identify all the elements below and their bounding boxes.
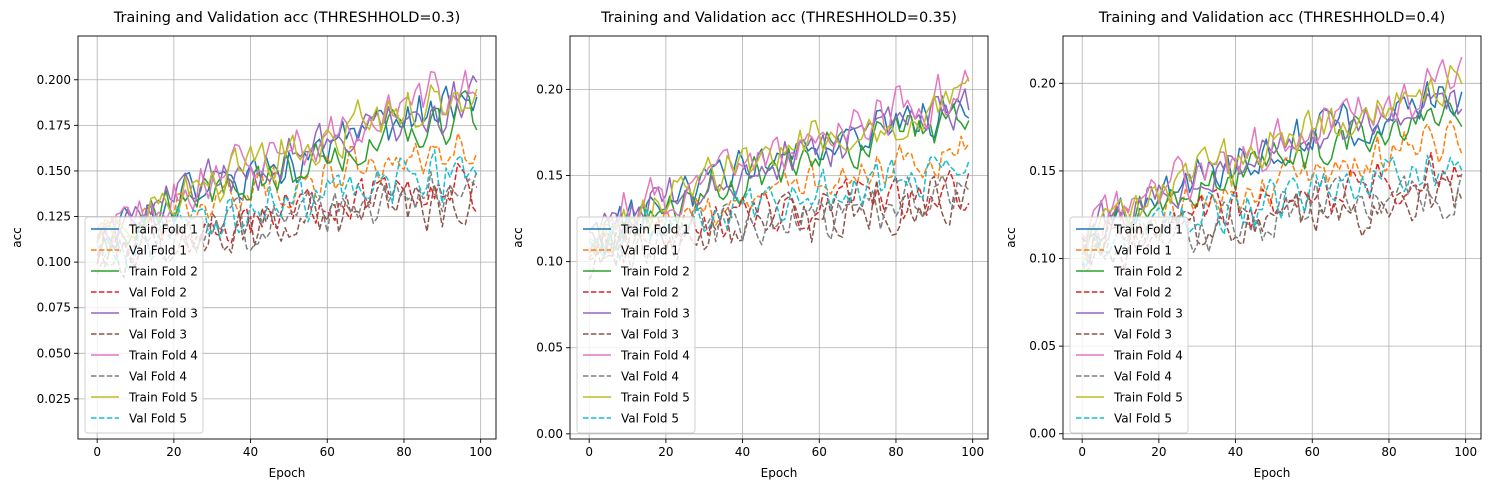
chart-title: Training and Validation acc (THRESHHOLD=… xyxy=(113,10,461,26)
y-tick-label: 0.175 xyxy=(37,118,71,132)
x-tick-label: 20 xyxy=(166,445,181,459)
series-line-8 xyxy=(588,174,970,273)
legend-label: Train Fold 5 xyxy=(620,391,690,405)
x-tick-label: 40 xyxy=(1228,445,1243,459)
x-tick-label: 20 xyxy=(658,445,673,459)
legend-label: Val Fold 3 xyxy=(1114,328,1172,342)
y-tick-label: 0.125 xyxy=(37,210,71,224)
legend-label: Val Fold 2 xyxy=(621,286,679,300)
y-tick-label: 0.00 xyxy=(1029,427,1056,441)
x-tick-label: 0 xyxy=(93,445,101,459)
x-tick-label: 60 xyxy=(320,445,335,459)
x-axis-label: Epoch xyxy=(761,466,798,480)
axes-frame xyxy=(1062,35,1482,440)
y-tick-label: 0.100 xyxy=(37,255,71,269)
x-tick-label: 100 xyxy=(1454,445,1477,459)
y-tick-label: 0.15 xyxy=(536,169,563,183)
legend-label: Train Fold 4 xyxy=(620,349,690,363)
series-line-7 xyxy=(588,69,970,251)
legend-label: Val Fold 2 xyxy=(1114,286,1172,300)
legend: Train Fold 1 Val Fold 1 Train Fold 2 Val Fo… xyxy=(1069,216,1189,434)
x-tick-label: 0 xyxy=(585,445,593,459)
legend-label: Val Fold 1 xyxy=(621,244,679,258)
subplot-1: 0 20 40 60 80 100 0.025 0.050 0.075 0.100 0.125 0.1… xyxy=(10,10,497,480)
series-line-6 xyxy=(96,182,478,279)
x-tick-label: 80 xyxy=(888,445,903,459)
chart-title: Training and Validation acc (THRESHHOLD=… xyxy=(1098,10,1446,26)
legend-label: Train Fold 3 xyxy=(1113,307,1183,321)
legend-label: Train Fold 1 xyxy=(620,223,690,237)
legend-label: Val Fold 4 xyxy=(1114,370,1172,384)
legend-label: Train Fold 3 xyxy=(620,307,690,321)
series-line-9 xyxy=(1081,64,1463,262)
series-line-7 xyxy=(1081,56,1463,240)
legend-label: Train Fold 2 xyxy=(620,265,690,279)
x-axis-label: Epoch xyxy=(269,466,306,480)
y-axis-label: acc xyxy=(1004,227,1018,248)
x-tick-label: 100 xyxy=(961,445,984,459)
legend-label: Train Fold 2 xyxy=(1113,265,1183,279)
y-tick-label: 0.200 xyxy=(37,73,71,87)
legend-label: Train Fold 5 xyxy=(128,391,198,405)
series-line-9 xyxy=(96,84,478,245)
y-tick-label: 0.15 xyxy=(1029,164,1056,178)
x-tick-label: 20 xyxy=(1151,445,1166,459)
legend-label: Train Fold 4 xyxy=(128,349,198,363)
legend-label: Val Fold 2 xyxy=(129,286,187,300)
legend-label: Train Fold 1 xyxy=(128,223,198,237)
y-tick-label: 0.20 xyxy=(1029,76,1056,90)
legend-label: Train Fold 1 xyxy=(1113,223,1183,237)
x-axis-label: Epoch xyxy=(1254,466,1291,480)
chart-title: Training and Validation acc (THRESHHOLD=… xyxy=(600,10,957,26)
legend-label: Val Fold 4 xyxy=(129,370,187,384)
x-tick-label: 60 xyxy=(1305,445,1320,459)
legend-label: Train Fold 5 xyxy=(1113,391,1183,405)
legend-label: Val Fold 4 xyxy=(621,370,679,384)
legend-label: Val Fold 5 xyxy=(129,412,187,426)
series-line-9 xyxy=(588,77,970,247)
legend-label: Val Fold 5 xyxy=(621,412,679,426)
y-tick-label: 0.05 xyxy=(1029,339,1056,353)
x-tick-label: 100 xyxy=(469,445,492,459)
y-tick-label: 0.10 xyxy=(536,255,563,269)
axes-frame xyxy=(569,35,989,440)
subplot-3: 0 20 40 60 80 100 0.00 0.05 0.10 0.15 0.20 Training… xyxy=(1004,10,1482,480)
x-tick-label: 80 xyxy=(396,445,411,459)
legend: Train Fold 1 Val Fold 1 Train Fold 2 Val Fo… xyxy=(576,216,696,434)
x-tick-label: 40 xyxy=(243,445,258,459)
legend: Train Fold 1 Val Fold 1 Train Fold 2 Val Fo… xyxy=(84,216,204,434)
y-tick-label: 0.150 xyxy=(37,164,71,178)
x-tick-label: 60 xyxy=(812,445,827,459)
y-axis-label: acc xyxy=(511,227,525,248)
legend-label: Val Fold 1 xyxy=(129,244,187,258)
legend-label: Val Fold 5 xyxy=(1114,412,1172,426)
legend-label: Train Fold 2 xyxy=(128,265,198,279)
x-tick-label: 40 xyxy=(735,445,750,459)
y-tick-label: 0.025 xyxy=(37,392,71,406)
legend-label: Val Fold 1 xyxy=(1114,244,1172,258)
y-tick-label: 0.20 xyxy=(536,82,563,96)
x-tick-label: 0 xyxy=(1078,445,1086,459)
x-tick-label: 80 xyxy=(1381,445,1396,459)
y-tick-label: 0.05 xyxy=(536,341,563,355)
y-tick-label: 0.10 xyxy=(1029,252,1056,266)
axes-frame xyxy=(77,35,497,440)
y-axis-label: acc xyxy=(10,227,24,248)
legend-label: Train Fold 4 xyxy=(1113,349,1183,363)
legend-label: Train Fold 3 xyxy=(128,307,198,321)
legend-label: Val Fold 3 xyxy=(621,328,679,342)
series-line-5 xyxy=(588,88,970,247)
y-tick-label: 0.075 xyxy=(37,301,71,315)
subplot-2: 0 20 40 60 80 100 0.00 0.05 0.10 0.15 0.20 Training… xyxy=(511,10,989,480)
legend-label: Val Fold 3 xyxy=(129,328,187,342)
y-tick-label: 0.050 xyxy=(37,346,71,360)
y-tick-label: 0.00 xyxy=(536,427,563,441)
